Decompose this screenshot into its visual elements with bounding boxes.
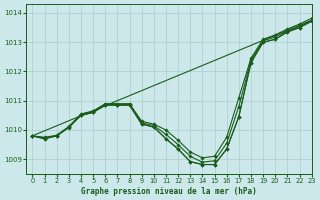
X-axis label: Graphe pression niveau de la mer (hPa): Graphe pression niveau de la mer (hPa) [81,187,257,196]
